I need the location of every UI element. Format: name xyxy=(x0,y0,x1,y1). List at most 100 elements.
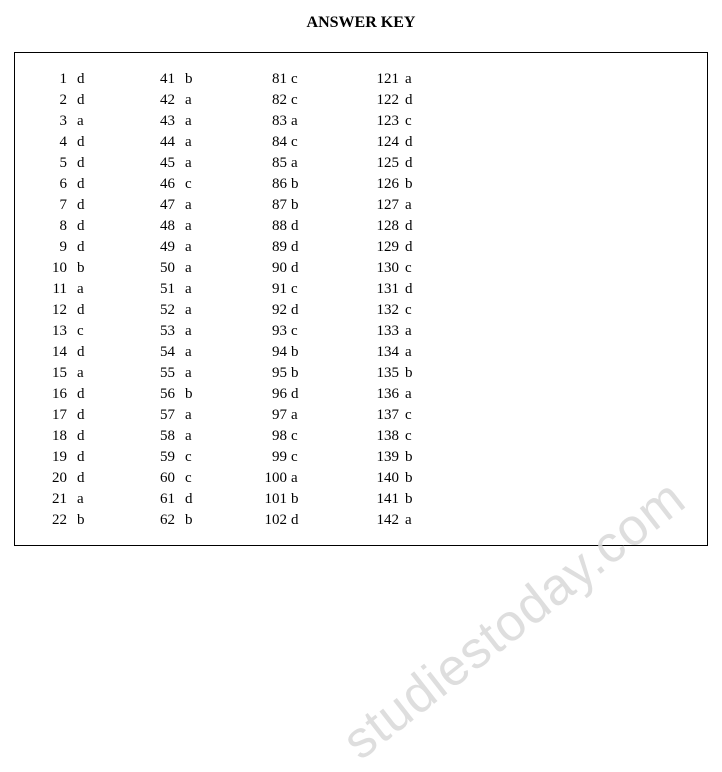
answer-letter: c xyxy=(291,449,307,466)
question-number: 131 xyxy=(371,281,405,298)
answer-letter: d xyxy=(77,239,93,256)
question-number: 134 xyxy=(371,344,405,361)
question-number: 137 xyxy=(371,407,405,424)
answer-row: 20d xyxy=(43,470,151,491)
answer-row: 121a xyxy=(371,71,479,92)
answer-letter: b xyxy=(185,71,201,88)
question-number: 13 xyxy=(43,323,77,340)
answer-row: 83a xyxy=(259,113,371,134)
question-number: 11 xyxy=(43,281,77,298)
answer-row: 42a xyxy=(151,92,259,113)
question-number: 61 xyxy=(151,491,185,508)
question-number: 62 xyxy=(151,512,185,529)
question-number: 92 xyxy=(259,302,291,319)
question-number: 9 xyxy=(43,239,77,256)
answer-column: 121a122d123c124d125d126b127a128d129d130c… xyxy=(371,71,479,533)
question-number: 91 xyxy=(259,281,291,298)
answer-letter: a xyxy=(77,113,93,130)
question-number: 46 xyxy=(151,176,185,193)
answer-letter: d xyxy=(77,92,93,109)
answer-row: 131d xyxy=(371,281,479,302)
question-number: 124 xyxy=(371,134,405,151)
answer-row: 48a xyxy=(151,218,259,239)
question-number: 84 xyxy=(259,134,291,151)
answer-row: 141b xyxy=(371,491,479,512)
answer-letter: c xyxy=(291,134,307,151)
answer-row: 89d xyxy=(259,239,371,260)
answer-row: 21a xyxy=(43,491,151,512)
answer-row: 127a xyxy=(371,197,479,218)
answer-row: 53a xyxy=(151,323,259,344)
answer-letter: a xyxy=(405,323,421,340)
answer-letter: d xyxy=(405,218,421,235)
answer-row: 137c xyxy=(371,407,479,428)
answer-letter: a xyxy=(185,239,201,256)
question-number: 93 xyxy=(259,323,291,340)
question-number: 12 xyxy=(43,302,77,319)
question-number: 58 xyxy=(151,428,185,445)
question-number: 100 xyxy=(259,470,291,487)
answer-letter: a xyxy=(291,113,307,130)
answer-row: 3a xyxy=(43,113,151,134)
question-number: 81 xyxy=(259,71,291,88)
answer-row: 135b xyxy=(371,365,479,386)
question-number: 90 xyxy=(259,260,291,277)
question-number: 59 xyxy=(151,449,185,466)
answer-letter: d xyxy=(77,134,93,151)
question-number: 53 xyxy=(151,323,185,340)
question-number: 141 xyxy=(371,491,405,508)
answer-letter: b xyxy=(405,449,421,466)
question-number: 8 xyxy=(43,218,77,235)
answer-row: 84c xyxy=(259,134,371,155)
answer-letter: b xyxy=(77,260,93,277)
answer-row: 138c xyxy=(371,428,479,449)
answer-box: 1d2d3a4d5d6d7d8d9d10b11a12d13c14d15a16d1… xyxy=(14,52,708,546)
question-number: 128 xyxy=(371,218,405,235)
answer-column: 1d2d3a4d5d6d7d8d9d10b11a12d13c14d15a16d1… xyxy=(43,71,151,533)
answer-letter: c xyxy=(291,323,307,340)
answer-row: 14d xyxy=(43,344,151,365)
answer-row: 123c xyxy=(371,113,479,134)
answer-letter: d xyxy=(77,155,93,172)
answer-row: 61d xyxy=(151,491,259,512)
answer-letter: d xyxy=(77,71,93,88)
answer-letter: d xyxy=(77,176,93,193)
answer-letter: b xyxy=(77,512,93,529)
answer-row: 94b xyxy=(259,344,371,365)
answer-row: 43a xyxy=(151,113,259,134)
answer-letter: b xyxy=(405,491,421,508)
answer-row: 122d xyxy=(371,92,479,113)
answer-row: 41b xyxy=(151,71,259,92)
answer-letter: d xyxy=(405,92,421,109)
question-number: 45 xyxy=(151,155,185,172)
answer-letter: a xyxy=(405,344,421,361)
answer-row: 132c xyxy=(371,302,479,323)
answer-letter: c xyxy=(185,176,201,193)
answer-column: 41b42a43a44a45a46c47a48a49a50a51a52a53a5… xyxy=(151,71,259,533)
answer-letter: c xyxy=(405,428,421,445)
answer-row: 101b xyxy=(259,491,371,512)
question-number: 86 xyxy=(259,176,291,193)
answer-row: 92d xyxy=(259,302,371,323)
answer-row: 100a xyxy=(259,470,371,491)
answer-row: 2d xyxy=(43,92,151,113)
answer-letter: a xyxy=(185,134,201,151)
answer-row: 57a xyxy=(151,407,259,428)
answer-row: 44a xyxy=(151,134,259,155)
answer-row: 15a xyxy=(43,365,151,386)
answer-row: 46c xyxy=(151,176,259,197)
answer-letter: c xyxy=(405,113,421,130)
question-number: 129 xyxy=(371,239,405,256)
answer-row: 142a xyxy=(371,512,479,533)
question-number: 96 xyxy=(259,386,291,403)
answer-row: 59c xyxy=(151,449,259,470)
question-number: 51 xyxy=(151,281,185,298)
question-number: 14 xyxy=(43,344,77,361)
question-number: 49 xyxy=(151,239,185,256)
answer-letter: b xyxy=(405,365,421,382)
question-number: 43 xyxy=(151,113,185,130)
question-number: 136 xyxy=(371,386,405,403)
question-number: 17 xyxy=(43,407,77,424)
answer-letter: d xyxy=(405,134,421,151)
answer-letter: d xyxy=(77,428,93,445)
